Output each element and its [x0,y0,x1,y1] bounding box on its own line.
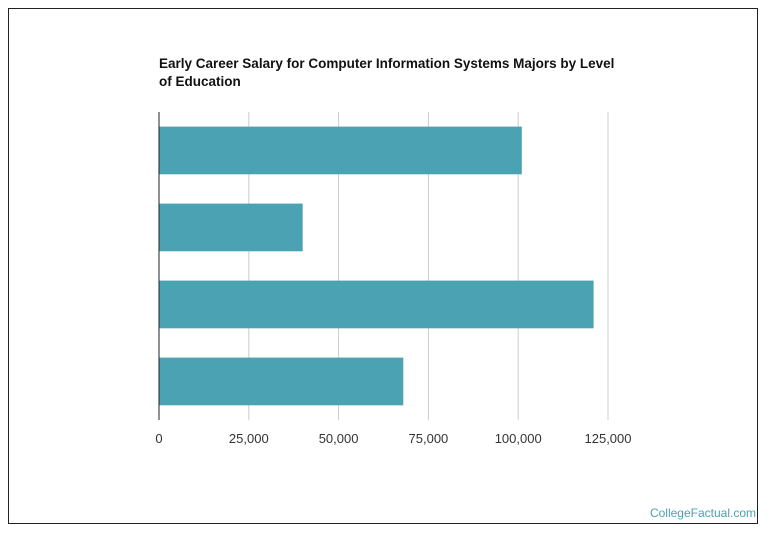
x-tick-label: 25,000 [229,431,269,446]
chart-title: Early Career Salary for Computer Informa… [159,56,615,89]
chart-frame [8,8,758,524]
bar [159,203,303,252]
x-tick-label: 125,000 [585,431,632,446]
x-axis-ticks: 0 25,000 50,000 75,000 100,000 125,000 [155,431,631,446]
x-tick-label: 0 [155,431,162,446]
x-tick-label: 75,000 [409,431,449,446]
bar [159,126,522,175]
x-tick-label: 100,000 [495,431,542,446]
bars [159,126,594,406]
x-tick-label: 50,000 [319,431,359,446]
bar [159,357,404,406]
watermark: CollegeFactual.com [649,506,756,520]
bar [159,280,594,329]
